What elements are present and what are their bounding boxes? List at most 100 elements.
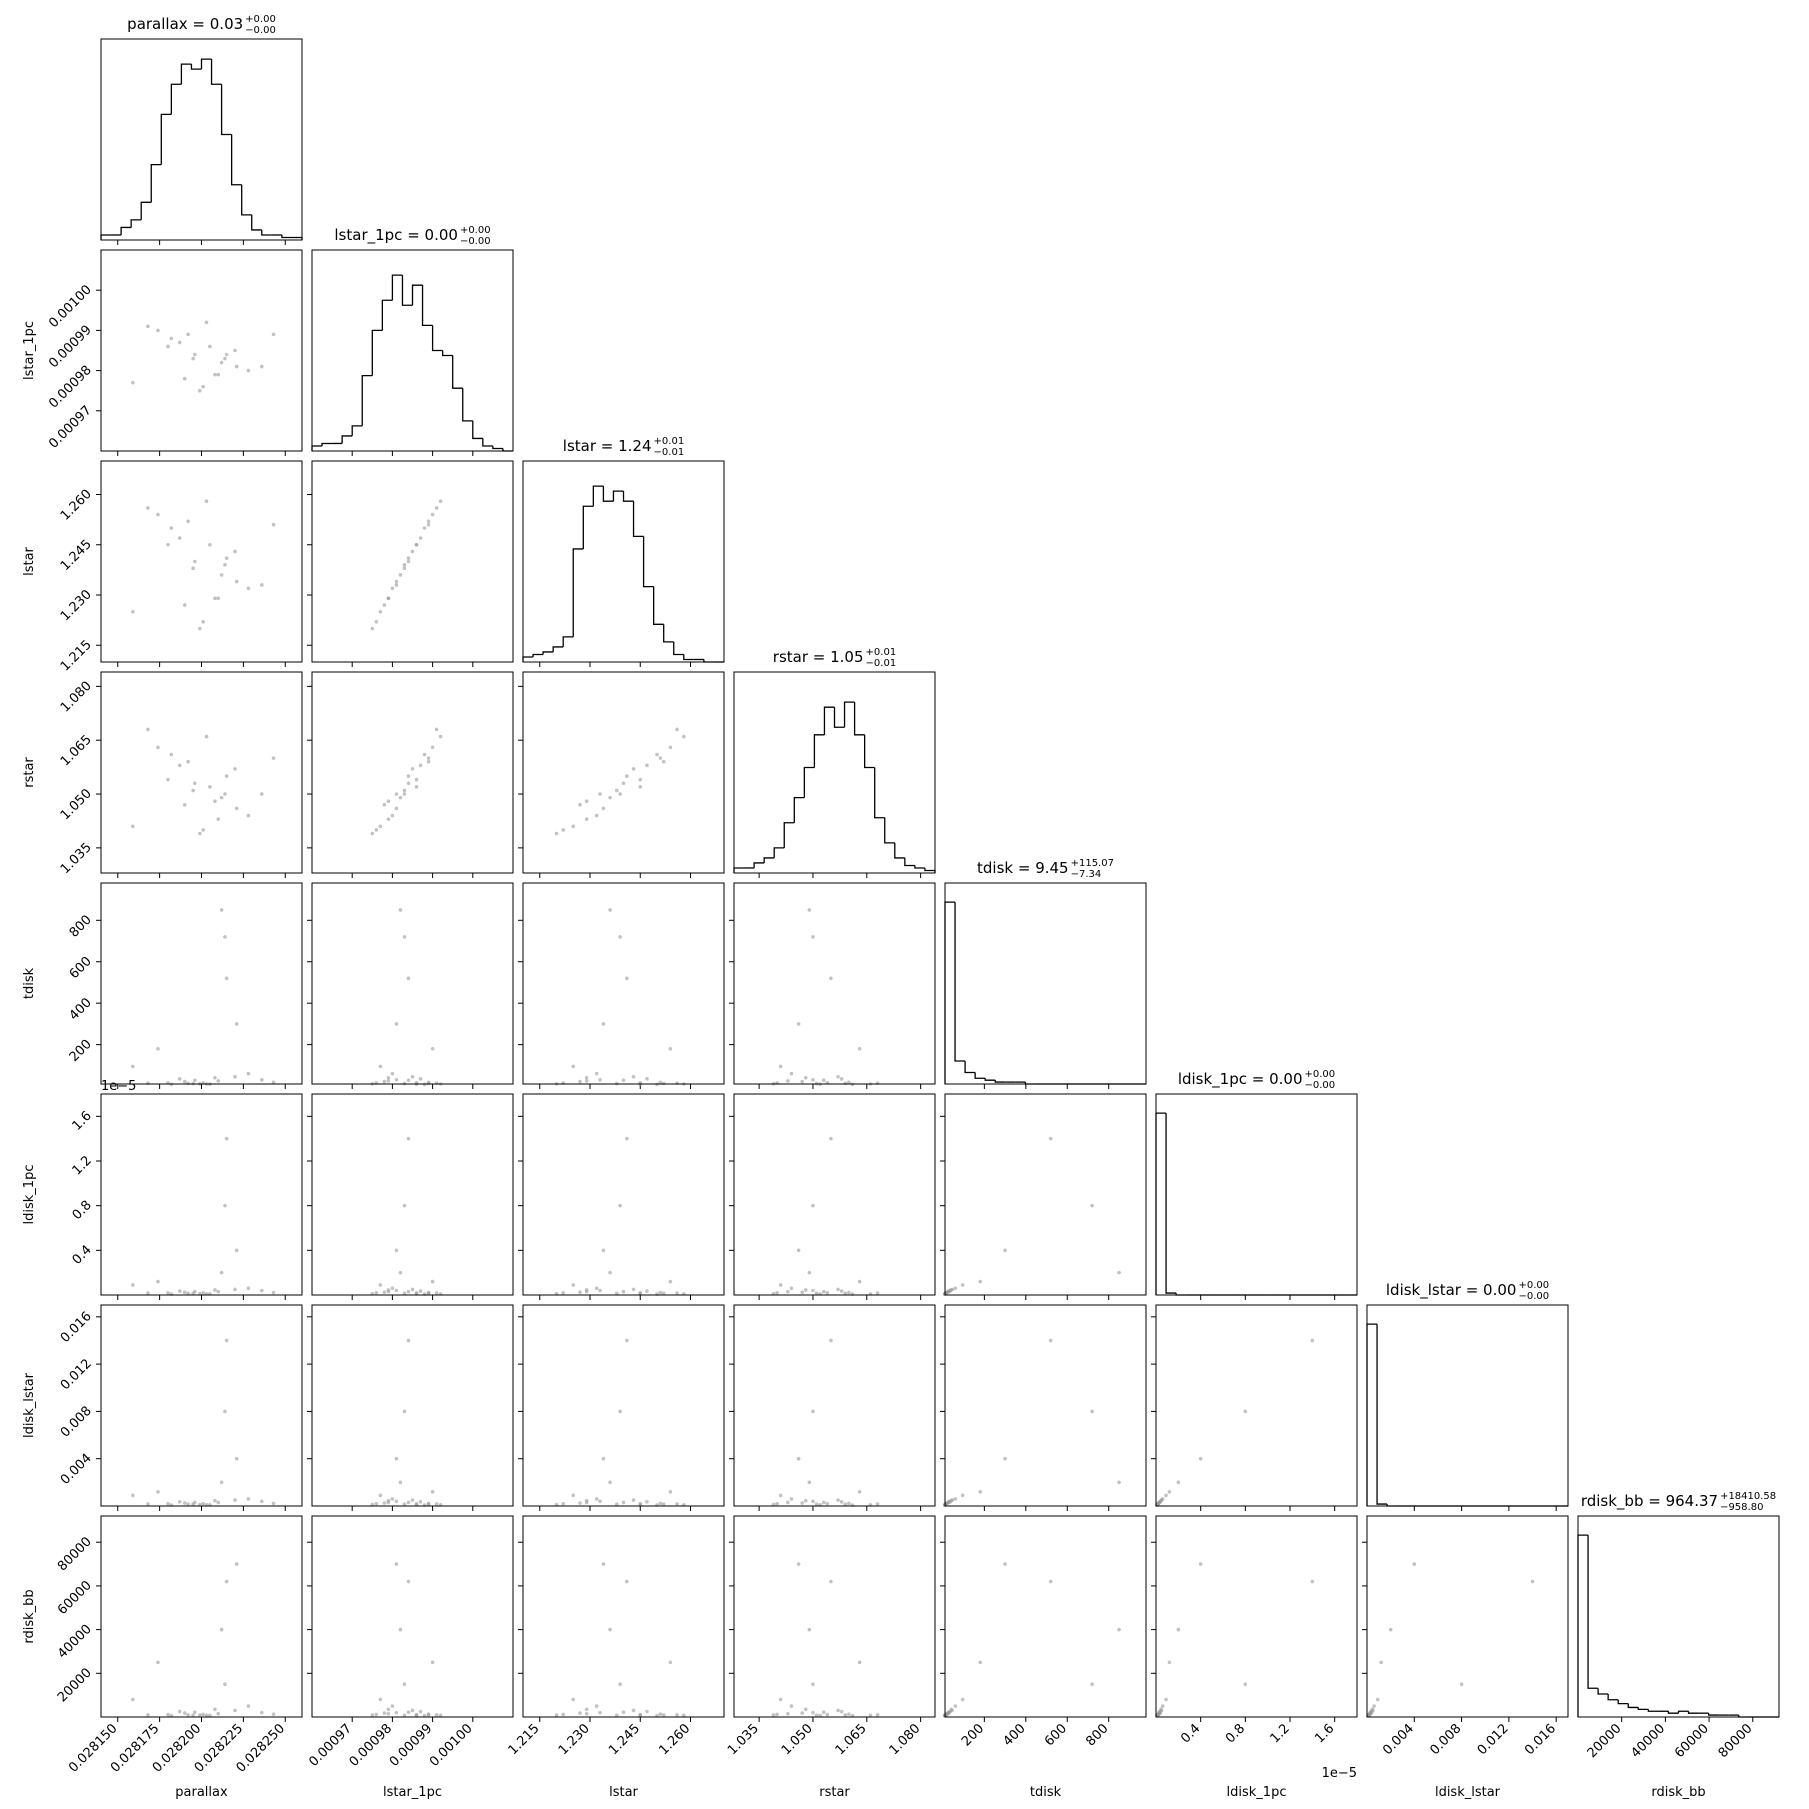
sample-point (426, 1081, 431, 1086)
sample-point (1167, 1660, 1172, 1665)
sample-point (638, 785, 643, 789)
sample-point (943, 1502, 948, 1507)
sample-point (571, 824, 576, 829)
histogram-bin (1165, 1113, 1177, 1294)
histogram-bin (492, 445, 503, 450)
histogram-bin (994, 1080, 1006, 1083)
sample-point (198, 831, 202, 836)
sample-point (839, 1500, 844, 1504)
panel-frame (522, 671, 725, 874)
sample-point (561, 1712, 565, 1717)
y-tick-label: 1.260 (58, 487, 95, 524)
sample-point (953, 1286, 958, 1291)
sample-point (182, 1290, 187, 1295)
sample-point (406, 781, 411, 786)
sample-point (406, 1579, 411, 1584)
sample-point (182, 376, 187, 381)
x-tick-label: 1.080 (887, 1721, 924, 1758)
sample-point (422, 752, 427, 757)
histogram-bin (562, 636, 574, 647)
sample-point (193, 781, 197, 786)
sample-point (631, 1287, 636, 1292)
sample-point (821, 1078, 826, 1083)
sample-point (839, 1289, 844, 1293)
histogram-bin (823, 706, 835, 735)
sample-point (843, 1291, 848, 1296)
sample-point (1310, 1579, 1315, 1584)
y-tick-label: 1.230 (58, 587, 95, 624)
y-tick-label: 600 (67, 954, 95, 982)
histogram-bin (582, 505, 594, 549)
histogram-bin (592, 485, 604, 507)
sample-point (811, 1078, 815, 1082)
sample-point (608, 1627, 612, 1632)
sample-point (811, 1710, 815, 1715)
sample-point (390, 586, 395, 591)
histogram-bin (130, 219, 142, 228)
sample-point (394, 1022, 399, 1026)
histogram-bin (381, 299, 393, 331)
sample-point (807, 1627, 812, 1632)
sample-point (378, 824, 383, 829)
sample-point (1530, 1579, 1535, 1584)
sample-point (223, 935, 227, 939)
histogram-bin (442, 350, 453, 357)
sample-point (584, 1288, 589, 1292)
sample-point (807, 908, 812, 912)
sample-point (233, 348, 237, 353)
sample-point (386, 1079, 391, 1083)
sample-point (438, 734, 443, 739)
sample-point (631, 1498, 636, 1502)
sample-point (803, 1707, 808, 1712)
sample-point (949, 1707, 954, 1712)
histogram-bin (462, 388, 473, 422)
sample-point (156, 1490, 160, 1494)
y-tick-label: 0.00100 (46, 282, 95, 331)
sample-point (182, 1079, 187, 1084)
sample-point (410, 1287, 415, 1292)
sample-point (821, 1710, 826, 1714)
histogram-bin (200, 58, 212, 70)
sample-point (615, 788, 619, 793)
histogram-bin (542, 651, 554, 655)
sample-point (386, 1707, 391, 1712)
sample-point (216, 1079, 221, 1083)
panel-frame (1366, 1515, 1569, 1718)
sample-point (571, 1283, 576, 1287)
sample-point (224, 1338, 229, 1343)
sample-point (1176, 1627, 1181, 1632)
sample-point (193, 1289, 197, 1294)
histogram-bin (522, 656, 534, 662)
x-tick-label: 400 (1000, 1721, 1028, 1749)
sample-point (847, 1712, 851, 1716)
sample-point (191, 566, 195, 570)
sample-point (621, 1078, 626, 1083)
sample-point (182, 1711, 187, 1715)
sample-point (771, 1502, 776, 1507)
sample-point (839, 1709, 844, 1714)
x-tick-label: 60000 (1672, 1721, 1712, 1761)
sample-point (426, 756, 431, 760)
sample-point (857, 1279, 862, 1284)
sample-point (1459, 1682, 1464, 1687)
x-tick-label: 1.245 (606, 1721, 643, 1758)
sample-point (434, 1713, 439, 1717)
sample-point (146, 1502, 150, 1506)
sample-point (829, 1136, 833, 1141)
sample-point (786, 1711, 790, 1716)
panel-frame (100, 1093, 303, 1296)
sample-point (219, 1480, 224, 1485)
sample-point (223, 1409, 227, 1414)
sample-point (193, 1500, 197, 1505)
sample-point (394, 1456, 399, 1461)
panel-frame (733, 882, 936, 1085)
sample-point (271, 332, 276, 337)
histogram-bin (793, 796, 805, 823)
sample-point (213, 1707, 217, 1712)
sample-point (406, 774, 411, 778)
y-tick-label: 0.4 (70, 1243, 95, 1268)
title-lower: −0.00 (245, 25, 276, 36)
sample-point (223, 1203, 227, 1208)
histogram-bin (974, 1072, 986, 1079)
sample-point (426, 1502, 431, 1507)
